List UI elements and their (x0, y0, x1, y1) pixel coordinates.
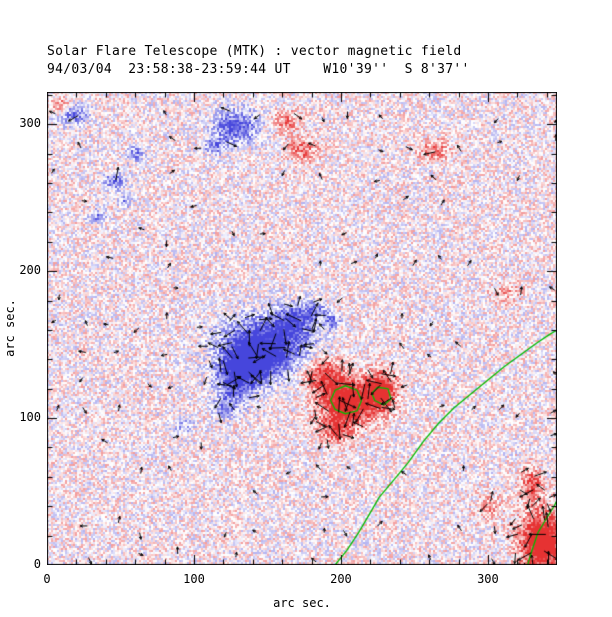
y-tick-label: 200 (19, 263, 41, 278)
magnetogram-plot-canvas (47, 92, 557, 565)
x-tick-label: 200 (330, 572, 352, 586)
x-tick-label: 100 (183, 572, 205, 586)
x-tick-label: 300 (477, 572, 499, 586)
x-tick-label: 0 (43, 572, 51, 586)
x-axis-label: arc sec. (273, 596, 331, 610)
figure-title: Solar Flare Telescope (MTK) : vector mag… (47, 44, 462, 59)
y-axis-label: arc sec. (3, 299, 17, 357)
y-tick-label: 300 (19, 116, 41, 131)
y-tick-label: 100 (19, 410, 41, 425)
y-tick-label: 0 (33, 557, 41, 571)
figure-subtitle: 94/03/04 23:58:38-23:59:44 UT W10'39'' S… (47, 62, 470, 77)
